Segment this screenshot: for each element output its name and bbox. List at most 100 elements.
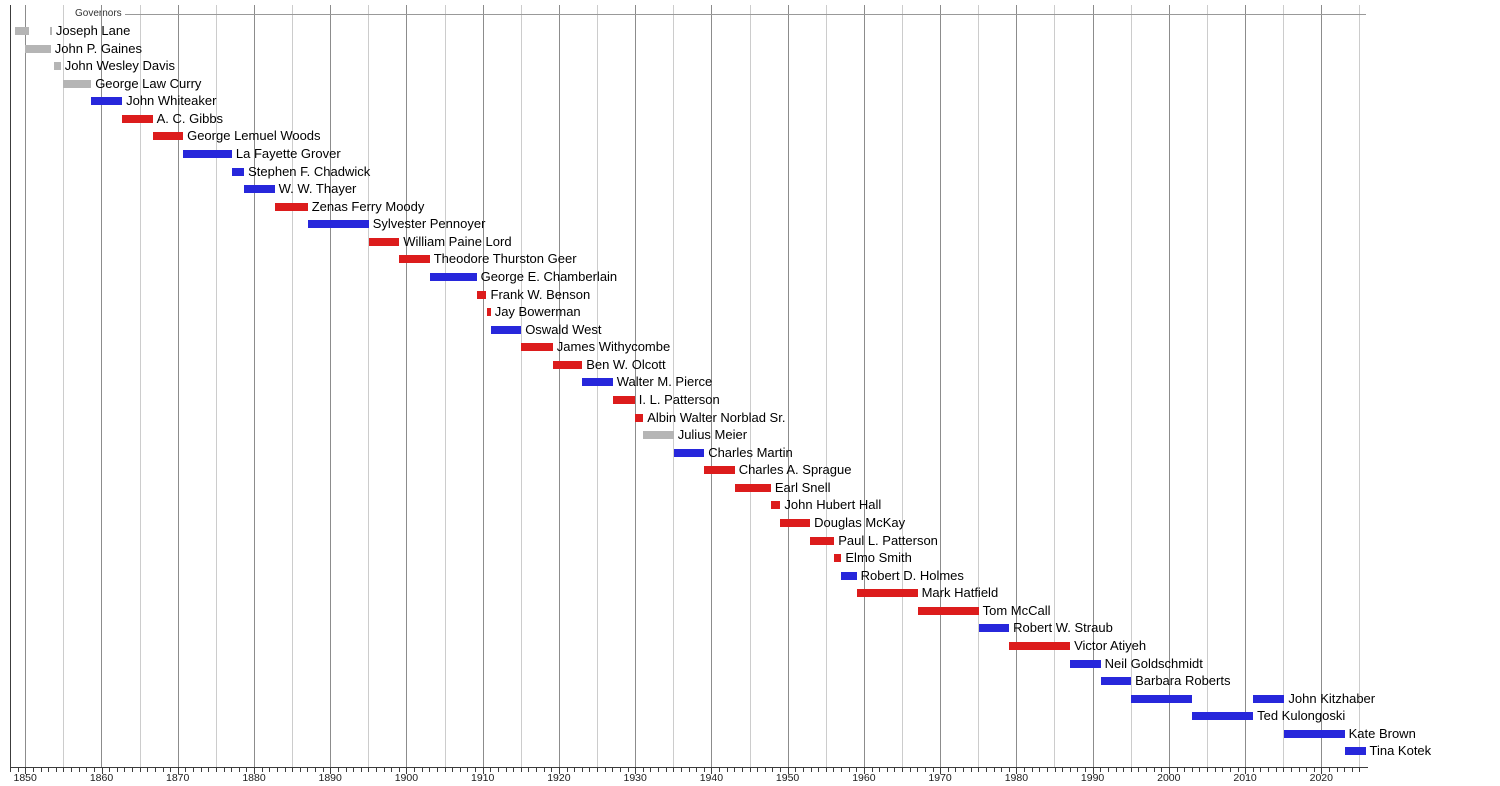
axis-tick xyxy=(429,768,431,772)
axis-year-label: 1860 xyxy=(89,772,114,784)
axis-tick xyxy=(1062,768,1064,772)
axis-tick xyxy=(139,768,141,772)
axis-tick xyxy=(185,768,187,772)
axis-year-label: 1850 xyxy=(13,772,37,784)
axis-tick xyxy=(879,768,881,772)
term-bar xyxy=(780,519,811,527)
gridline xyxy=(1092,5,1094,767)
axis-tick xyxy=(1351,768,1353,772)
axis-tick xyxy=(490,768,492,772)
axis-tick xyxy=(825,768,827,772)
axis-tick xyxy=(421,768,423,772)
axis-tick xyxy=(1100,768,1102,772)
axis-tick xyxy=(1168,768,1170,774)
axis-tick xyxy=(1313,768,1315,772)
gridline xyxy=(63,5,65,767)
axis-tick xyxy=(132,768,133,772)
axis-tick xyxy=(315,768,316,772)
axis-tick xyxy=(627,768,629,772)
axis-year-label: 1940 xyxy=(699,772,724,784)
term-bar xyxy=(231,167,245,176)
axis-tick xyxy=(536,768,538,772)
axis-tick xyxy=(1260,768,1262,772)
axis-year-label: 1970 xyxy=(928,772,952,784)
governor-name-label: John P. Gaines xyxy=(54,40,143,56)
axis-tick xyxy=(1123,768,1125,772)
axis-tick xyxy=(25,768,27,774)
axis-tick xyxy=(223,768,225,772)
axis-tick xyxy=(505,768,507,772)
axis-tick xyxy=(452,768,454,772)
axis-tick xyxy=(772,768,774,772)
axis-tick xyxy=(833,768,835,772)
gridline xyxy=(787,5,789,767)
axis-tick xyxy=(215,768,217,772)
axis-tick xyxy=(1146,768,1147,772)
axis-tick xyxy=(63,768,65,772)
plot-left-border xyxy=(10,5,11,767)
axis-tick xyxy=(558,768,560,774)
governor-name-label: Barbara Roberts xyxy=(1135,673,1231,689)
axis-year-label: 1950 xyxy=(775,772,800,784)
axis-tick xyxy=(1046,768,1048,772)
axis-tick xyxy=(284,768,286,772)
term-bar xyxy=(612,396,635,404)
gridline xyxy=(558,5,560,767)
axis-year-label: 1890 xyxy=(318,772,342,784)
axis-tick xyxy=(1199,768,1201,772)
gridline xyxy=(292,5,294,767)
axis-tick xyxy=(566,768,568,772)
axis-tick xyxy=(1359,768,1361,772)
axis-tick xyxy=(1344,768,1346,772)
axis-tick xyxy=(909,768,911,772)
axis-tick xyxy=(459,768,461,772)
gridline xyxy=(673,5,675,767)
gridline xyxy=(1130,5,1132,767)
axis-tick xyxy=(528,768,530,772)
gridline xyxy=(1054,5,1056,767)
axis-tick xyxy=(1283,768,1285,772)
gridline xyxy=(1206,5,1208,767)
governor-name-label: George E. Chamberlain xyxy=(480,269,618,284)
axis-tick xyxy=(1321,768,1323,774)
axis-tick xyxy=(383,768,385,772)
axis-year-label: 1960 xyxy=(852,772,876,784)
axis-tick xyxy=(467,768,469,772)
section-title: Governors xyxy=(75,8,122,19)
axis-tick xyxy=(680,768,682,772)
governor-name-label: Neil Goldschmidt xyxy=(1104,655,1203,671)
axis-tick xyxy=(436,768,438,772)
gridline xyxy=(978,5,980,767)
term-bar xyxy=(770,501,781,510)
axis-tick xyxy=(947,768,949,772)
term-bar xyxy=(1070,659,1101,668)
gridline xyxy=(368,5,370,767)
term-bar xyxy=(978,624,1010,633)
governor-name-label: John Whiteaker xyxy=(126,93,217,109)
axis-tick xyxy=(970,768,972,772)
axis-tick xyxy=(1008,768,1010,772)
term-bar xyxy=(486,308,491,317)
term-bar xyxy=(552,360,583,369)
axis-tick xyxy=(254,768,255,774)
term-bar xyxy=(643,431,674,440)
governor-name-label: Mark Hatfield xyxy=(921,585,999,601)
axis-year-label: 1990 xyxy=(1080,772,1105,784)
axis-tick xyxy=(886,768,888,772)
axis-tick xyxy=(231,768,233,772)
axis-tick xyxy=(574,768,576,772)
axis-tick xyxy=(1207,768,1208,772)
term-bar xyxy=(810,536,835,545)
governor-name-label: John Hubert Hall xyxy=(784,497,882,513)
axis-year-label: 1980 xyxy=(1004,772,1029,784)
gridline xyxy=(1168,5,1170,767)
gridline xyxy=(177,5,179,767)
gridline xyxy=(444,5,446,767)
axis-tick xyxy=(1252,768,1254,772)
axis-year-label: 1920 xyxy=(547,772,571,784)
axis-tick xyxy=(780,768,781,772)
axis-year-label: 1910 xyxy=(471,772,495,784)
term-bar xyxy=(917,606,979,615)
axis-tick xyxy=(299,768,301,772)
gridline xyxy=(139,5,141,767)
